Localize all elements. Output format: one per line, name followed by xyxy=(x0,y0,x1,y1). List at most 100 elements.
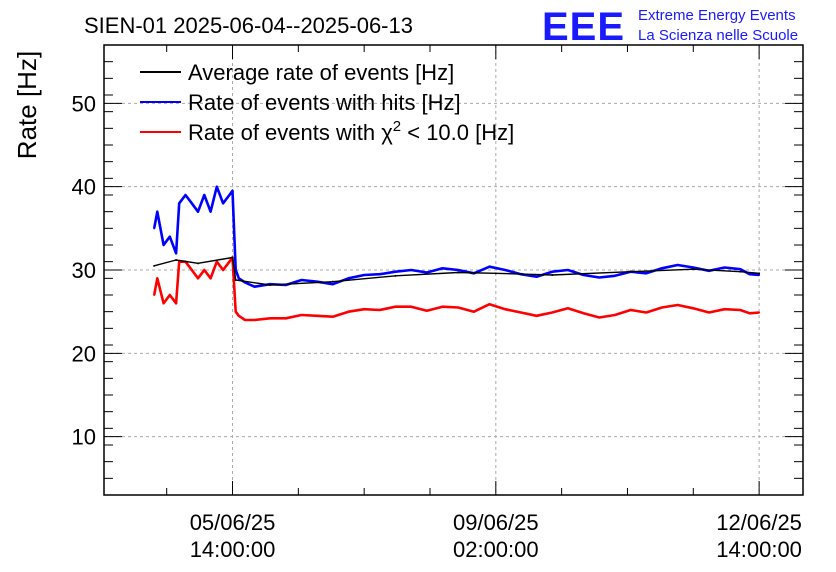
series-1-point xyxy=(394,270,397,273)
series-line-1 xyxy=(152,185,760,289)
series-1-point xyxy=(331,283,334,286)
series-2-point xyxy=(253,319,256,321)
eee-logo-line2: La Scienza nelle Scuole xyxy=(638,27,798,44)
series-2-point xyxy=(234,310,237,313)
series-1-point xyxy=(723,266,726,269)
series-2-point xyxy=(300,314,303,316)
series-2-point xyxy=(692,307,695,310)
series-2-point xyxy=(394,305,397,308)
series-layer xyxy=(152,185,761,322)
y-tick-label: 50 xyxy=(72,91,96,116)
series-1-point xyxy=(156,210,159,213)
series-1-point xyxy=(178,202,181,205)
series-1-point xyxy=(582,274,585,276)
y-tick-label: 20 xyxy=(72,341,96,366)
series-1-point xyxy=(441,267,444,270)
series-1-point xyxy=(551,270,554,273)
series-2-point xyxy=(347,310,350,313)
series-2-point xyxy=(629,309,632,311)
legend-label-1: Rate of events with hits [Hz] xyxy=(188,90,461,115)
series-1-point xyxy=(613,274,616,277)
series-1-point xyxy=(162,244,165,246)
series-1-point xyxy=(488,265,491,268)
series-line-2 xyxy=(152,256,760,322)
series-1-point xyxy=(228,194,231,196)
series-1-point xyxy=(748,273,751,276)
series-2-point xyxy=(284,317,287,320)
series-2-point xyxy=(758,311,761,314)
series-2-point xyxy=(535,314,538,317)
series-0-point xyxy=(153,264,156,267)
x-tick-date-label: 05/06/25 xyxy=(190,510,276,535)
series-1-point xyxy=(237,277,240,280)
legend-label-0: Average rate of events [Hz] xyxy=(188,60,454,85)
series-1-point xyxy=(300,279,303,281)
y-tick-label: 40 xyxy=(72,175,96,200)
series-0-point xyxy=(394,274,397,277)
series-2-point xyxy=(153,294,156,296)
series-1-point xyxy=(168,235,171,238)
series-2-point xyxy=(316,314,319,317)
series-1-point xyxy=(535,275,538,278)
series-2-point xyxy=(551,311,554,314)
series-1-point xyxy=(153,227,156,230)
eee-logo-mark: EEE xyxy=(542,5,625,49)
x-tick-date-label: 09/06/25 xyxy=(453,510,539,535)
chart-title: SIEN-01 2025-06-04--2025-06-13 xyxy=(84,13,413,38)
series-1-point xyxy=(175,252,178,255)
series-2-point xyxy=(707,311,710,314)
series-1-point xyxy=(645,272,648,275)
series-1-point xyxy=(363,274,366,276)
x-tick-date-label: 12/06/25 xyxy=(716,510,802,535)
axes xyxy=(103,44,804,496)
series-0-point xyxy=(234,279,237,281)
series-1-point xyxy=(504,269,507,271)
series-2-point xyxy=(676,304,679,306)
series-1-point xyxy=(410,269,413,271)
series-1-point xyxy=(222,202,225,205)
series-1-point xyxy=(197,210,200,213)
tick-labels: 102030405005/06/2514:00:0009/06/2502:00:… xyxy=(72,91,802,562)
series-2-point xyxy=(748,312,751,315)
legend: Average rate of events [Hz] Rate of event… xyxy=(140,60,514,145)
series-1-point xyxy=(692,266,695,269)
series-2-point xyxy=(156,277,159,280)
series-1-point xyxy=(425,271,428,274)
series-2-point xyxy=(175,302,178,305)
series-1-point xyxy=(378,273,381,276)
x-tick-time-label: 02:00:00 xyxy=(453,537,539,562)
series-1-point xyxy=(598,276,601,279)
series-1-point xyxy=(203,194,206,196)
series-2-point xyxy=(425,309,428,312)
series-2-point xyxy=(215,260,218,263)
series-0-point xyxy=(758,272,761,275)
series-1-point xyxy=(231,189,234,192)
series-0-point xyxy=(551,274,554,276)
series-2-point xyxy=(162,302,165,305)
series-2-point xyxy=(457,306,460,309)
series-2-point xyxy=(566,307,569,310)
x-tick-time-label: 14:00:00 xyxy=(190,537,276,562)
series-1-point xyxy=(739,268,742,271)
series-line-0 xyxy=(154,256,760,286)
series-2-point xyxy=(504,308,507,311)
series-0-point xyxy=(692,268,695,271)
series-2-point xyxy=(237,314,240,317)
series-1-point xyxy=(347,277,350,280)
series-0-point xyxy=(629,270,632,273)
series-2-point xyxy=(441,305,444,308)
series-0-point xyxy=(739,270,742,273)
series-2-point xyxy=(197,277,200,280)
series-1-point xyxy=(184,194,187,196)
series-0-point xyxy=(494,272,497,275)
series-2-point xyxy=(598,316,601,319)
series-2-point xyxy=(739,309,742,311)
series-0-point xyxy=(197,262,200,265)
series-2-point xyxy=(582,312,585,315)
series-2-point xyxy=(488,303,491,306)
series-2-point xyxy=(209,277,212,280)
series-2-point xyxy=(378,309,381,311)
y-tick-label: 10 xyxy=(72,425,96,450)
series-2-point xyxy=(222,269,225,271)
